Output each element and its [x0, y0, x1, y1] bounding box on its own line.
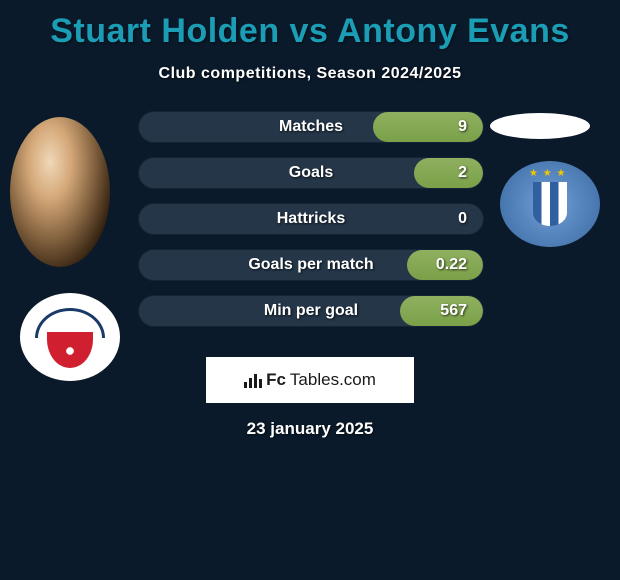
brand-text-prefix: Fc — [266, 370, 286, 390]
stat-label: Min per goal — [139, 302, 483, 320]
page-subtitle: Club competitions, Season 2024/2025 — [0, 65, 620, 83]
bolton-crest-icon — [33, 300, 107, 374]
stat-row: Matches9 — [138, 111, 484, 143]
stat-value: 567 — [440, 302, 467, 320]
stat-row: Hattricks0 — [138, 203, 484, 235]
club-crest-right: ★ ★ ★ — [500, 161, 600, 247]
stat-row: Min per goal567 — [138, 295, 484, 327]
stat-row: Goals2 — [138, 157, 484, 189]
huddersfield-crest-icon: ★ ★ ★ — [533, 182, 567, 226]
stat-value: 9 — [458, 118, 467, 136]
stat-label: Hattricks — [139, 210, 483, 228]
stat-label: Goals — [139, 164, 483, 182]
stat-row: Goals per match0.22 — [138, 249, 484, 281]
stat-value: 2 — [458, 164, 467, 182]
brand-logo-icon — [244, 372, 262, 388]
stat-value: 0.22 — [436, 256, 467, 274]
brand-badge[interactable]: FcTables.com — [206, 357, 414, 403]
player-photo-left — [10, 117, 110, 267]
stat-label: Goals per match — [139, 256, 483, 274]
comparison-area: ★ ★ ★ Matches9 Goals2 Hattricks0 Goals per … — [0, 111, 620, 327]
club-crest-left — [20, 293, 120, 381]
stat-label: Matches — [139, 118, 483, 136]
brand-text-suffix: Tables.com — [290, 370, 376, 390]
stat-value: 0 — [458, 210, 467, 228]
page-title: Stuart Holden vs Antony Evans — [0, 0, 620, 51]
snapshot-date: 23 january 2025 — [0, 419, 620, 439]
player-photo-right-placeholder — [490, 113, 590, 139]
stats-list: Matches9Goals2Hattricks0Goals per match0… — [138, 111, 484, 327]
